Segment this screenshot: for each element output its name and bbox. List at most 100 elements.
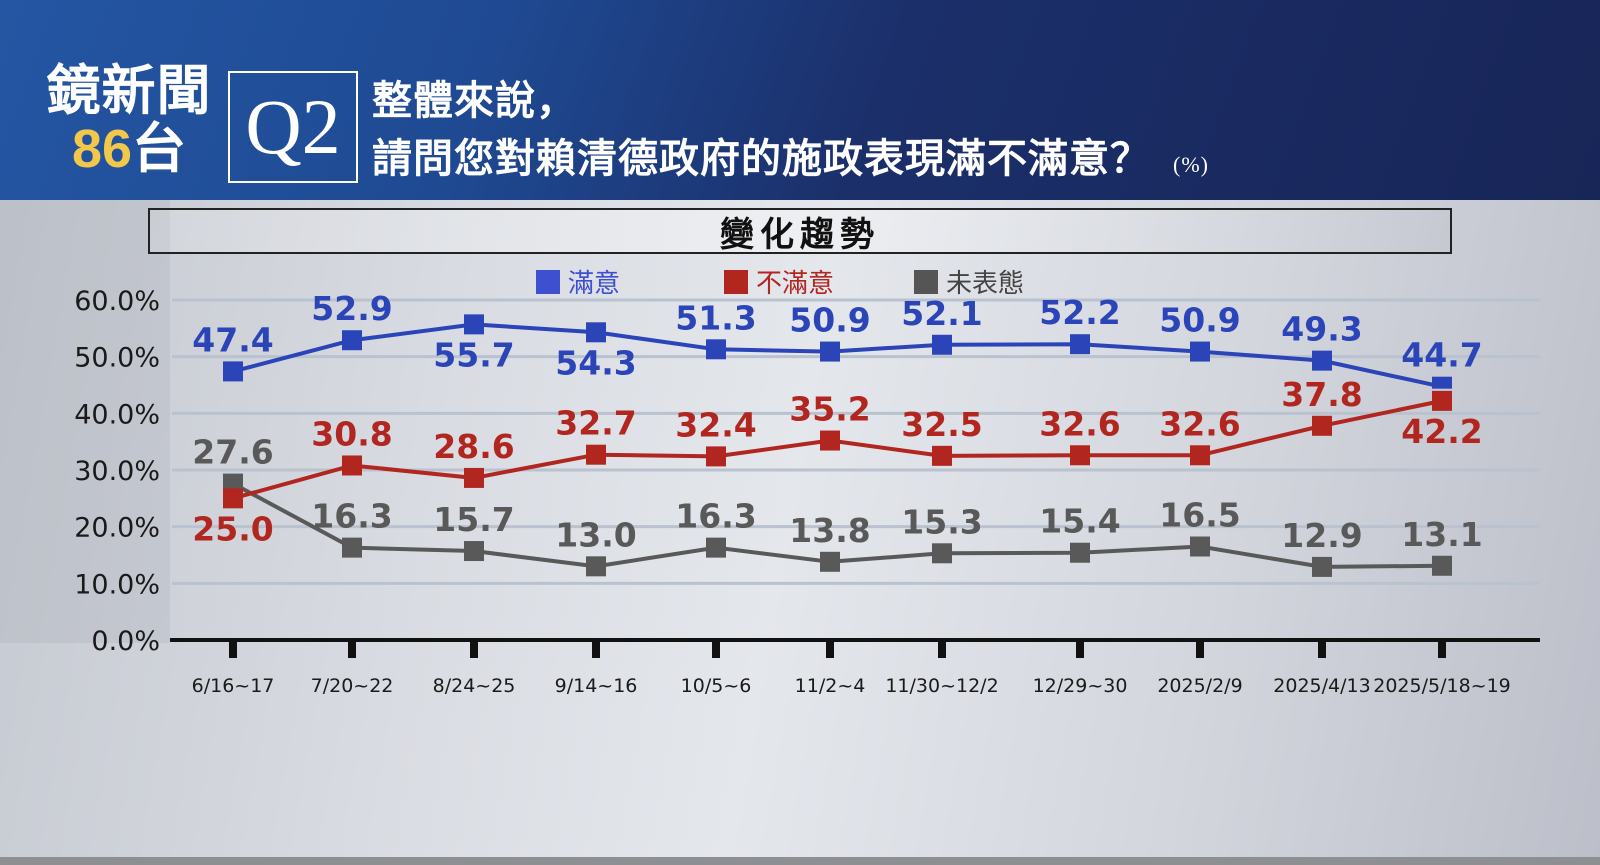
data-label-satisfied: 47.4: [192, 320, 273, 359]
x-tick-mark: [938, 640, 946, 658]
data-label-dissatisfied: 25.0: [192, 509, 273, 548]
data-label-no-opinion: 15.7: [433, 500, 514, 539]
data-label-satisfied: 50.9: [1159, 301, 1240, 340]
data-marker-dissatisfied: [1312, 415, 1332, 436]
question-text: 整體來說， 請問您對賴清德政府的施政表現滿不滿意？ (%): [372, 72, 1209, 194]
data-marker-dissatisfied: [1432, 390, 1452, 411]
unit-label: (%): [1173, 152, 1209, 177]
data-label-no-opinion: 16.3: [675, 497, 756, 536]
legend-swatch-satisfied: [536, 269, 560, 294]
x-tick-mark: [229, 640, 237, 658]
data-marker-dissatisfied: [586, 444, 606, 465]
y-tick-label: 10.0%: [74, 569, 160, 600]
x-tick-label: 8/24~25: [433, 675, 516, 697]
data-marker-satisfied: [1190, 341, 1210, 362]
x-tick-label: 10/5~6: [681, 675, 752, 697]
data-marker-satisfied: [820, 341, 840, 362]
data-marker-satisfied: [1312, 350, 1332, 371]
logo-name: 鏡新聞: [46, 59, 212, 122]
data-label-dissatisfied: 32.6: [1039, 404, 1120, 443]
data-marker-dissatisfied: [342, 455, 362, 476]
data-marker-no-opinion: [820, 551, 840, 572]
chart-title-box: 變化趨勢: [148, 208, 1452, 255]
bottom-strip: [0, 857, 1600, 865]
data-label-satisfied: 54.3: [555, 343, 636, 382]
x-tick-mark: [712, 640, 720, 658]
x-tick-label: 11/2~4: [795, 675, 866, 697]
legend-label-dissatisfied: 不滿意: [756, 269, 835, 299]
y-tick-label: 40.0%: [74, 399, 160, 430]
data-label-dissatisfied: 32.4: [675, 405, 756, 444]
x-tick-mark: [592, 640, 600, 658]
y-tick-label: 60.0%: [74, 286, 160, 317]
data-label-satisfied: 49.3: [1281, 310, 1362, 349]
x-tick-label: 2025/2/9: [1157, 675, 1242, 697]
data-marker-satisfied: [464, 314, 484, 335]
data-marker-satisfied: [1432, 376, 1452, 389]
data-marker-dissatisfied: [932, 445, 952, 466]
y-tick-label: 50.0%: [74, 343, 160, 374]
x-tick-label: 9/14~16: [555, 675, 638, 697]
data-marker-no-opinion: [342, 537, 362, 558]
legend-swatch-dissatisfied: [724, 269, 748, 294]
data-marker-no-opinion: [1070, 542, 1090, 563]
data-label-satisfied: 52.9: [311, 289, 392, 328]
data-marker-dissatisfied: [464, 467, 484, 488]
data-label-no-opinion: 16.5: [1159, 496, 1240, 535]
question-number-box: Q2: [228, 71, 358, 183]
legend-swatch-no-opinion: [914, 269, 938, 294]
data-marker-no-opinion: [1312, 556, 1332, 577]
legend-item-satisfied: 滿意: [536, 263, 620, 300]
data-marker-no-opinion: [586, 556, 606, 577]
data-label-satisfied: 50.9: [789, 301, 870, 340]
x-tick-label: 2025/4/13: [1273, 675, 1370, 697]
data-label-dissatisfied: 35.2: [789, 390, 870, 429]
x-tick-label: 6/16~17: [192, 675, 275, 697]
data-label-satisfied: 52.1: [901, 294, 982, 333]
data-label-dissatisfied: 32.5: [901, 405, 982, 444]
data-label-no-opinion: 12.9: [1281, 516, 1362, 555]
x-tick-mark: [1076, 640, 1084, 658]
x-tick-label: 11/30~12/2: [885, 675, 998, 697]
data-label-dissatisfied: 32.7: [555, 404, 636, 443]
legend-item-no-opinion: 未表態: [914, 263, 1024, 300]
data-label-no-opinion: 13.0: [555, 515, 636, 554]
data-marker-satisfied: [586, 322, 606, 343]
data-marker-dissatisfied: [1190, 445, 1210, 466]
data-marker-satisfied: [932, 334, 952, 355]
data-marker-no-opinion: [1432, 555, 1452, 576]
legend-label-satisfied: 滿意: [568, 269, 621, 299]
channel-logo: 鏡新聞 86台: [44, 59, 214, 179]
data-marker-dissatisfied: [706, 446, 726, 467]
y-tick-label: 20.0%: [74, 513, 160, 544]
data-label-no-opinion: 15.3: [901, 502, 982, 541]
data-marker-no-opinion: [706, 537, 726, 558]
data-label-no-opinion: 16.3: [311, 497, 392, 536]
data-marker-no-opinion: [1190, 536, 1210, 557]
data-marker-satisfied: [342, 330, 362, 351]
data-label-satisfied: 55.7: [433, 335, 514, 374]
logo-channel-suffix: 台: [132, 117, 187, 180]
data-label-dissatisfied: 28.6: [433, 427, 514, 466]
data-label-satisfied: 51.3: [675, 298, 756, 337]
logo-channel: 86台: [44, 119, 214, 179]
legend-label-no-opinion: 未表態: [946, 269, 1025, 299]
data-marker-satisfied: [706, 339, 726, 360]
data-marker-no-opinion: [464, 541, 484, 562]
question-line-1: 整體來說，: [372, 77, 577, 124]
x-tick-mark: [1318, 640, 1326, 658]
data-marker-dissatisfied: [820, 430, 840, 451]
y-tick-label: 0.0%: [91, 626, 160, 657]
data-marker-satisfied: [1070, 334, 1090, 355]
legend-item-dissatisfied: 不滿意: [724, 263, 834, 300]
data-label-no-opinion: 15.4: [1039, 502, 1120, 541]
data-marker-dissatisfied: [223, 488, 243, 509]
data-label-no-opinion: 13.8: [789, 511, 870, 550]
logo-channel-number: 86: [71, 119, 133, 179]
y-tick-label: 30.0%: [74, 456, 160, 487]
header-banner: 鏡新聞 86台 Q2 整體來說， 請問您對賴清德政府的施政表現滿不滿意？ (%): [0, 0, 1600, 200]
data-label-no-opinion: 13.1: [1401, 515, 1482, 554]
x-tick-mark: [1438, 640, 1446, 658]
data-label-dissatisfied: 32.6: [1159, 404, 1240, 443]
